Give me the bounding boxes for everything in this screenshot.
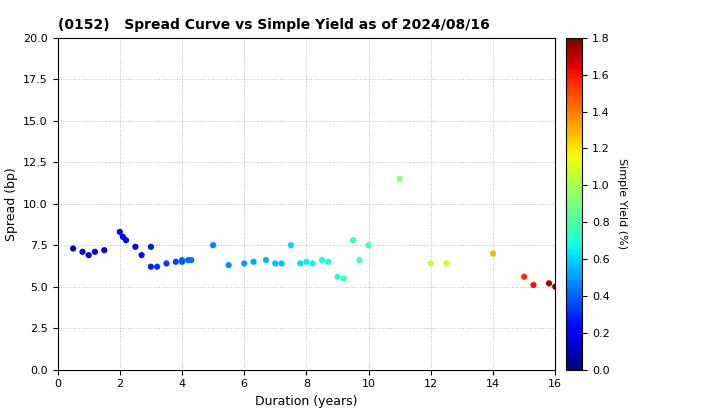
X-axis label: Duration (years): Duration (years) xyxy=(255,395,358,408)
Point xyxy=(487,250,499,257)
Point xyxy=(307,260,318,267)
Point xyxy=(316,257,328,263)
Point xyxy=(223,262,235,268)
Point xyxy=(248,258,259,265)
Point xyxy=(176,257,188,263)
Point xyxy=(176,258,188,265)
Point xyxy=(136,252,148,258)
Point xyxy=(182,257,194,263)
Point xyxy=(338,275,349,282)
Y-axis label: Simple Yield (%): Simple Yield (%) xyxy=(616,158,626,249)
Point xyxy=(161,260,172,267)
Point xyxy=(151,263,163,270)
Point xyxy=(425,260,436,267)
Point xyxy=(323,258,334,265)
Point xyxy=(68,245,79,252)
Point xyxy=(285,242,297,249)
Point xyxy=(528,282,539,289)
Point xyxy=(99,247,110,254)
Point xyxy=(276,260,287,267)
Point xyxy=(363,242,374,249)
Point xyxy=(394,176,405,182)
Point xyxy=(77,249,89,255)
Point xyxy=(332,273,343,280)
Text: (0152)   Spread Curve vs Simple Yield as of 2024/08/16: (0152) Spread Curve vs Simple Yield as o… xyxy=(58,18,490,32)
Point xyxy=(549,283,561,290)
Point xyxy=(347,237,359,244)
Point xyxy=(186,257,197,263)
Point xyxy=(130,244,141,250)
Point xyxy=(260,257,271,263)
Point xyxy=(294,260,306,267)
Point xyxy=(170,258,181,265)
Point xyxy=(238,260,250,267)
Point xyxy=(114,228,125,235)
Point xyxy=(145,263,157,270)
Y-axis label: Spread (bp): Spread (bp) xyxy=(4,167,17,241)
Point xyxy=(120,237,132,244)
Point xyxy=(544,280,555,287)
Point xyxy=(518,273,530,280)
Point xyxy=(117,234,129,240)
Point xyxy=(89,249,101,255)
Point xyxy=(269,260,281,267)
Point xyxy=(441,260,452,267)
Point xyxy=(207,242,219,249)
Point xyxy=(145,244,157,250)
Point xyxy=(301,258,312,265)
Point xyxy=(354,257,365,263)
Point xyxy=(83,252,94,258)
